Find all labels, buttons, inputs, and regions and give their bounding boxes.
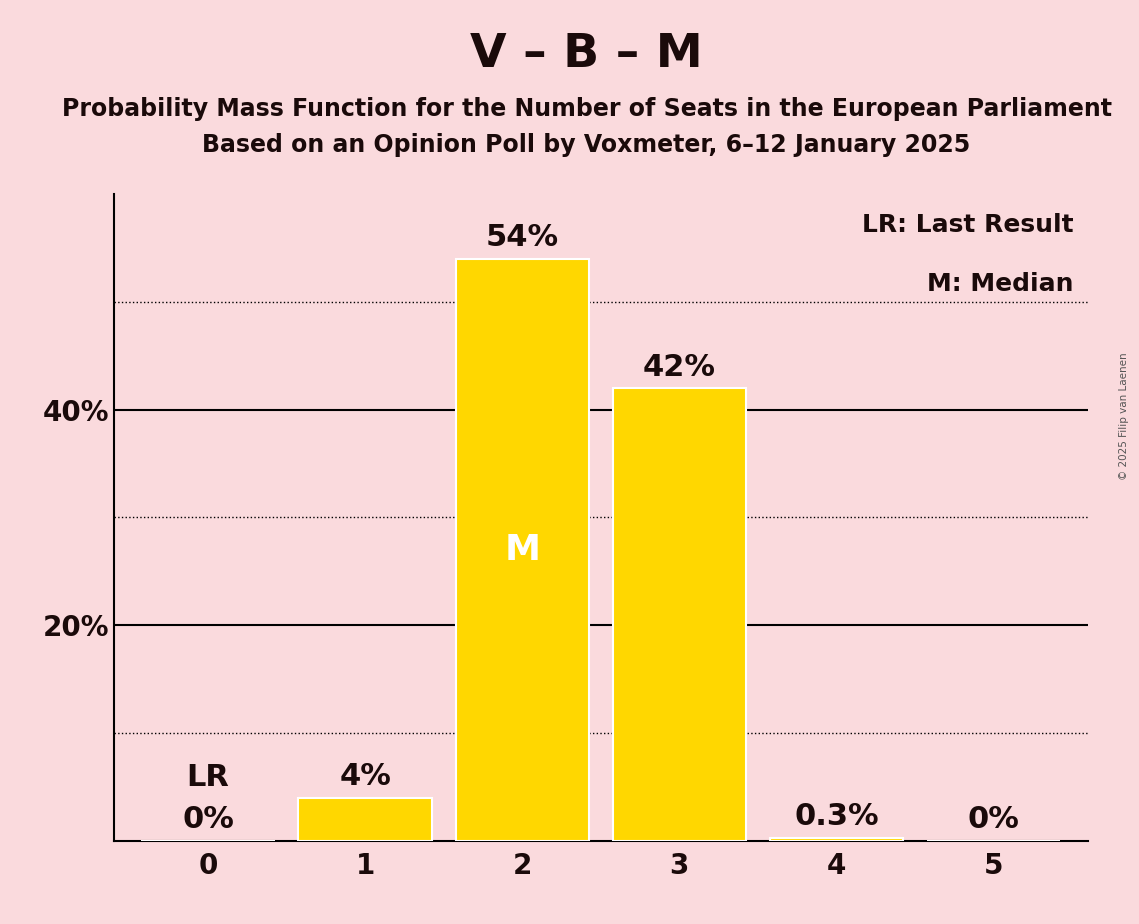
Text: 0%: 0% <box>182 806 235 834</box>
Text: V – B – M: V – B – M <box>470 32 703 78</box>
Text: 54%: 54% <box>485 224 559 252</box>
Bar <box>456 259 589 841</box>
Text: 0.3%: 0.3% <box>794 802 879 832</box>
Text: 42%: 42% <box>642 353 715 382</box>
Text: Based on an Opinion Poll by Voxmeter, 6–12 January 2025: Based on an Opinion Poll by Voxmeter, 6–… <box>203 133 970 157</box>
Bar <box>298 797 432 841</box>
Text: © 2025 Filip van Laenen: © 2025 Filip van Laenen <box>1120 352 1129 480</box>
Text: 0%: 0% <box>967 806 1019 834</box>
Text: Probability Mass Function for the Number of Seats in the European Parliament: Probability Mass Function for the Number… <box>62 97 1112 121</box>
Text: LR: Last Result: LR: Last Result <box>861 213 1073 237</box>
Bar <box>613 388 746 841</box>
Text: M: Median: M: Median <box>927 272 1073 296</box>
Text: M: M <box>505 533 540 566</box>
Text: LR: LR <box>187 763 230 793</box>
Text: 4%: 4% <box>339 762 391 791</box>
Bar <box>770 838 903 841</box>
